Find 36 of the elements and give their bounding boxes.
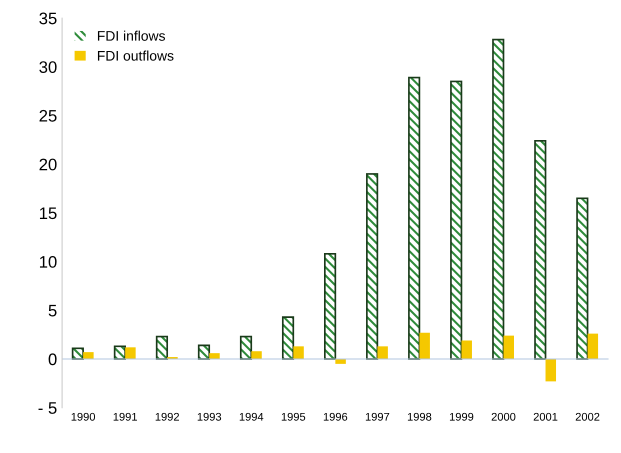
y-tick-label: 10 — [40, 256, 57, 268]
y-tick-label: 35 — [39, 12, 57, 24]
y-tick-label: 20 — [40, 158, 57, 170]
y-tick-label: 5 — [48, 304, 57, 317]
x-tick-label: 1991 — [114, 412, 137, 421]
x-tick-label: 1990 — [72, 412, 96, 421]
x-tick-label: 2001 — [534, 412, 558, 421]
x-tick-label: 2002 — [576, 412, 600, 421]
bar — [419, 332, 430, 359]
x-tick-label: 1997 — [366, 412, 390, 421]
bar — [503, 336, 514, 359]
x-tick-label: 1998 — [408, 412, 432, 421]
legend-label: FDI outflows — [98, 50, 174, 61]
bar — [461, 340, 472, 359]
bar — [125, 347, 136, 359]
x-tick-label: 1992 — [156, 412, 179, 421]
bar — [335, 359, 346, 364]
bar — [546, 359, 556, 382]
x-tick-label: 1996 — [324, 412, 348, 421]
y-tick-label: - 5 — [38, 402, 57, 414]
x-tick-label: 1993 — [198, 412, 222, 421]
x-tick-label: 1995 — [282, 412, 306, 421]
y-tick-label: 25 — [40, 110, 57, 122]
bar — [83, 352, 94, 359]
bar — [209, 353, 220, 359]
x-tick-label: 2000 — [492, 412, 516, 421]
legend-label: FDI inflows — [98, 30, 166, 41]
x-tick-label: 1994 — [240, 412, 264, 421]
y-tick-label: 15 — [40, 207, 57, 220]
x-tick-label: 1999 — [450, 412, 474, 421]
bar — [588, 334, 598, 359]
bar — [251, 351, 262, 359]
y-tick-label: 30 — [39, 61, 57, 74]
bar — [293, 346, 304, 359]
y-tick-label: 0 — [48, 353, 57, 366]
bar — [377, 346, 388, 359]
